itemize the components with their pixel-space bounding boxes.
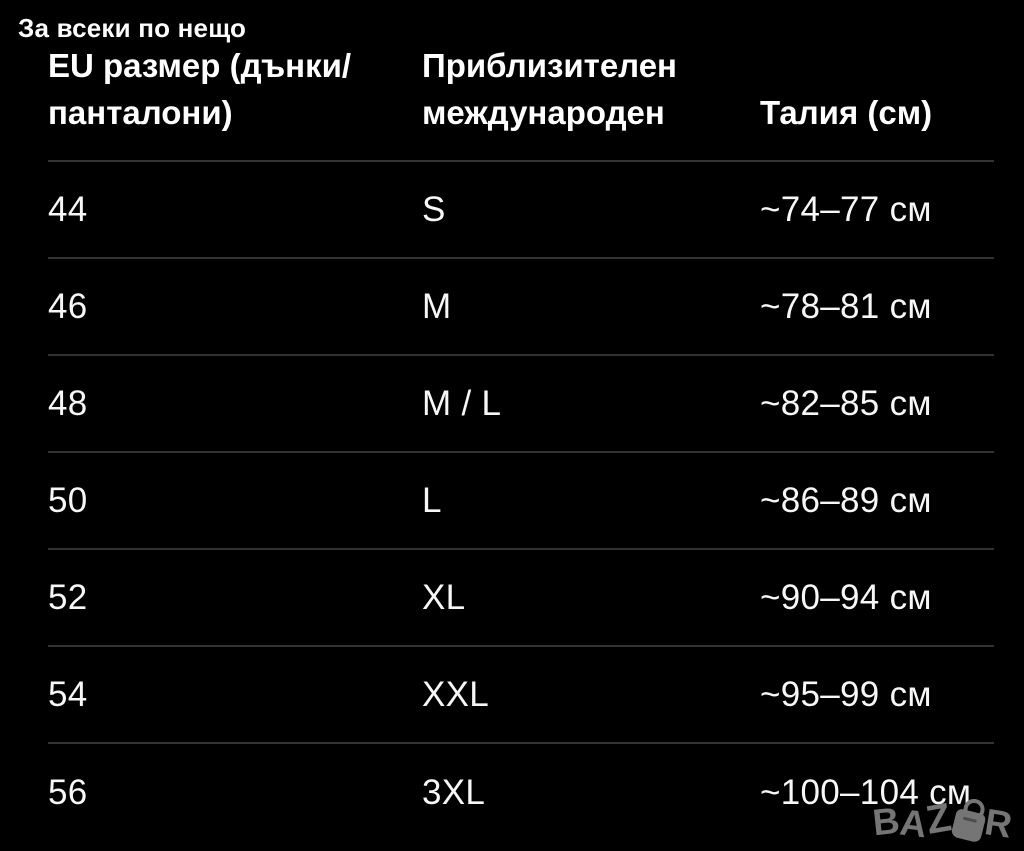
eu-size-cell: 48 [48, 383, 88, 423]
intl-size-cell: XL [422, 577, 466, 617]
watermark-text: За всеки по нещо [18, 13, 247, 43]
table-body: 44 S ~74–77 см 46 M ~78–81 см 48 M / L ~82–85 см… [48, 162, 994, 841]
intl-size-cell: S [422, 189, 446, 229]
table-row: 44 S ~74–77 см [48, 162, 994, 259]
logo-letter: R [982, 801, 1016, 846]
column-header-international: Приблизителен международен [422, 47, 677, 131]
waist-cell: ~95–99 см [760, 674, 932, 714]
column-header-waist: Талия (см) [760, 94, 933, 131]
eu-size-cell: 52 [48, 577, 88, 617]
logo-letter: Z [922, 795, 955, 843]
table-row: 54 XXL ~95–99 см [48, 647, 994, 744]
waist-cell: ~90–94 см [760, 577, 932, 617]
column-header-eu-size: EU размер (дънки/ панталони) [48, 47, 352, 131]
table-row: 52 XL ~90–94 см [48, 550, 994, 647]
intl-size-cell: L [422, 480, 442, 520]
eu-size-cell: 50 [48, 480, 88, 520]
eu-size-cell: 54 [48, 674, 88, 714]
table-row: 50 L ~86–89 см [48, 453, 994, 550]
table-header-row: EU размер (дънки/ панталони) Приблизител… [48, 0, 994, 162]
table-row: 48 M / L ~82–85 см [48, 356, 994, 453]
intl-size-cell: XXL [422, 674, 490, 714]
waist-cell: ~82–85 см [760, 383, 932, 423]
table-row: 56 3XL ~100–104 см [48, 744, 994, 841]
eu-size-cell: 44 [48, 189, 88, 229]
eu-size-cell: 56 [48, 772, 88, 812]
waist-cell: ~100–104 см [760, 772, 972, 812]
waist-cell: ~86–89 см [760, 480, 932, 520]
logo-letter: B [871, 799, 902, 844]
waist-cell: ~74–77 см [760, 189, 932, 229]
eu-size-cell: 46 [48, 286, 88, 326]
intl-size-cell: 3XL [422, 772, 486, 812]
table-row: 46 M ~78–81 см [48, 259, 994, 356]
intl-size-cell: M / L [422, 383, 502, 423]
waist-cell: ~78–81 см [760, 286, 932, 326]
bazar-logo: B A Z R [871, 795, 1016, 846]
intl-size-cell: M [422, 286, 452, 326]
